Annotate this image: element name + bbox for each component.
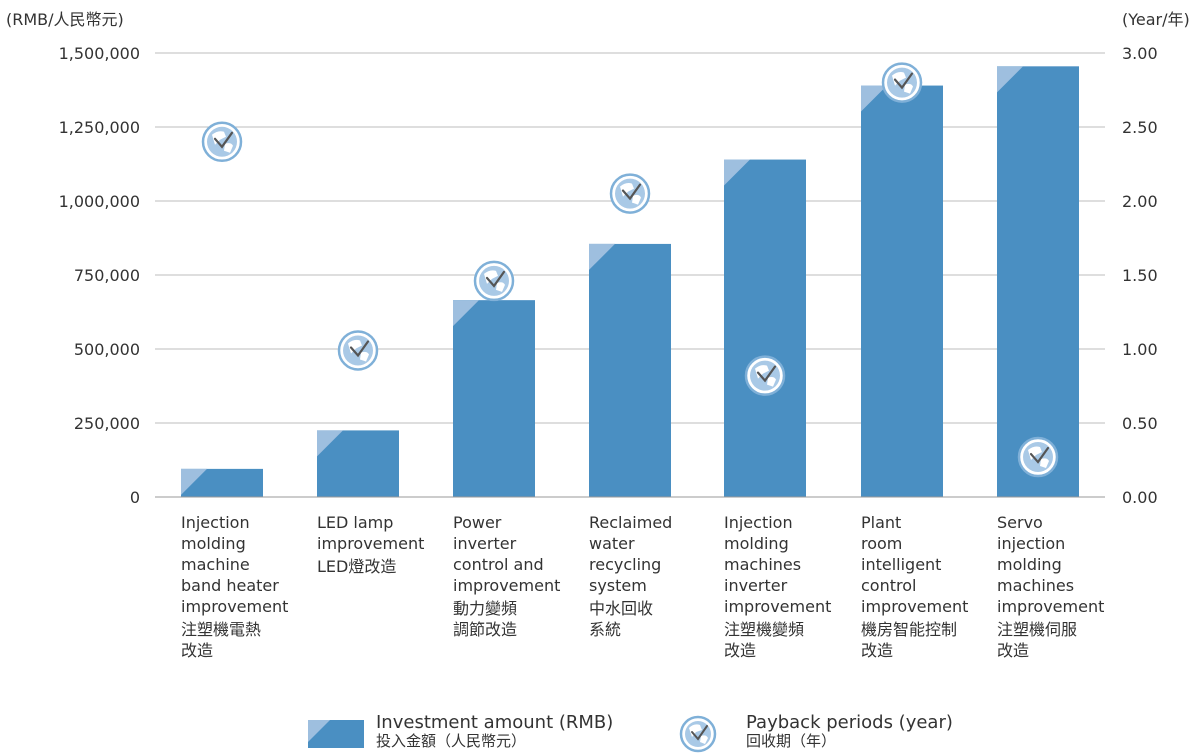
category-label: Power inverter control and improvement 動力…	[453, 512, 603, 640]
category-label-zh: 中水回收 系統	[589, 599, 654, 639]
right-axis-ticks: 0.00 0.50 1.00 1.50 2.00 2.50 3.00	[1122, 44, 1158, 507]
category-label: Injection molding machine band heater im…	[181, 512, 331, 661]
legend-payback-label-zh: 回收期（年）	[746, 732, 837, 750]
clock-globe-icon	[679, 715, 717, 753]
right-tick-label: 2.00	[1122, 192, 1158, 211]
left-tick-label: 250,000	[74, 414, 140, 433]
left-tick-label: 750,000	[74, 266, 140, 285]
investment-bars	[181, 66, 1079, 497]
category-label-en: Plant room intelligent control improveme…	[861, 513, 969, 616]
category-label-en: Reclaimed water recycling system	[589, 513, 673, 595]
category-label-en: Injection molding machine band heater im…	[181, 513, 289, 616]
category-label: Plant room intelligent control improveme…	[861, 512, 1011, 661]
category-label-zh: 注塑機電熱 改造	[181, 620, 262, 660]
payback-marker	[1017, 436, 1059, 478]
category-label: Reclaimed water recycling system 中水回收 系統	[589, 512, 739, 640]
legend-investment-label: Investment amount (RMB)	[376, 712, 614, 733]
category-label: LED lamp improvement LED燈改造	[317, 512, 467, 577]
left-axis-unit: (RMB/人民幣元)	[6, 10, 124, 29]
category-label-zh: 注塑機變頻 改造	[724, 620, 805, 660]
right-tick-label: 2.50	[1122, 118, 1158, 137]
category-label-en: LED lamp improvement	[317, 513, 425, 553]
right-axis-unit: (Year/年)	[1122, 10, 1190, 29]
bar	[317, 430, 399, 497]
legend-bar-swatch	[308, 720, 364, 748]
left-axis-ticks: 0 250,000 500,000 750,000 1,000,000 1,250,000…	[59, 44, 140, 507]
category-label-zh: 注塑機伺服 改造	[997, 620, 1078, 660]
category-label-zh: LED燈改造	[317, 557, 397, 576]
right-tick-label: 0.50	[1122, 414, 1158, 433]
payback-marker	[609, 173, 651, 214]
bar	[997, 66, 1079, 497]
payback-marker	[744, 355, 786, 396]
category-label: Injection molding machines inverter impr…	[724, 512, 874, 661]
left-tick-label: 1,500,000	[59, 44, 140, 63]
left-tick-label: 1,000,000	[59, 192, 140, 211]
category-label-zh: 機房智能控制 改造	[861, 620, 958, 660]
right-tick-label: 1.50	[1122, 266, 1158, 285]
category-label-zh: 動力變頻 調節改造	[453, 599, 518, 639]
left-tick-label: 500,000	[74, 340, 140, 359]
left-tick-label: 1,250,000	[59, 118, 140, 137]
payback-markers	[201, 62, 1059, 478]
bar	[861, 85, 943, 497]
payback-marker	[201, 121, 243, 163]
legend-payback-label: Payback periods (year)	[746, 712, 953, 733]
payback-marker	[881, 62, 923, 103]
payback-marker	[473, 260, 515, 302]
category-label-en: Injection molding machines inverter impr…	[724, 513, 832, 616]
category-label-en: Servo injection molding machines improve…	[997, 513, 1105, 616]
legend-investment-label-zh: 投入金額（人民幣元）	[376, 732, 527, 750]
right-tick-label: 0.00	[1122, 488, 1158, 507]
bar	[589, 243, 671, 497]
right-tick-label: 3.00	[1122, 44, 1158, 63]
bar	[724, 159, 806, 497]
right-tick-label: 1.00	[1122, 340, 1158, 359]
payback-marker	[337, 330, 379, 371]
category-label-en: Power inverter control and improvement	[453, 513, 561, 595]
category-label: Servo injection molding machines improve…	[997, 512, 1147, 661]
left-tick-label: 0	[130, 488, 140, 507]
bar	[181, 468, 263, 497]
bar	[453, 300, 535, 497]
